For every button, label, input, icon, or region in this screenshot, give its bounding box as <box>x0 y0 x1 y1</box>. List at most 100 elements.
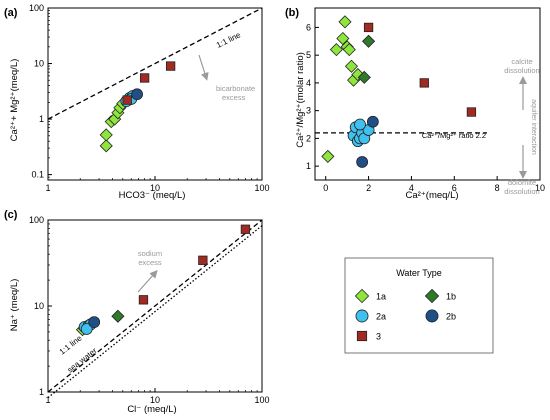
panel-c-point-2b <box>88 316 101 328</box>
panel-a-point-3 <box>122 95 132 105</box>
panel-c-xtick-label: 100 <box>254 395 269 405</box>
panel-a-xtick-label: 10 <box>150 183 160 193</box>
panel-c-ylabel: Na⁺ (meq/L) <box>9 279 20 332</box>
panel-b-ylabel: Ca²⁺/Mg²⁺(molar ratio) <box>295 52 306 148</box>
panel-b-point-1a <box>342 43 356 57</box>
panel-b-xlabel: Ca²⁺(meq/L) <box>405 190 458 201</box>
legend-marker-2a <box>355 309 369 323</box>
panel-b-point-3 <box>419 78 429 88</box>
panel-c-line-label: 1:1 line <box>58 333 84 356</box>
panel-a-point-3 <box>139 73 150 83</box>
panel-b-point-2b <box>366 115 379 128</box>
panel-a-ref-line-0 <box>47 7 263 120</box>
panel-b-point-3 <box>363 22 374 33</box>
legend-items: 1a 1b 2a 2b 3 <box>354 288 456 342</box>
panel-a-ylabel: Ca²⁺+ Mg²⁺(meq/L) <box>9 59 20 142</box>
panel-c-marks <box>47 219 263 399</box>
legend-box <box>344 257 494 354</box>
legend-label-3: 3 <box>376 332 381 342</box>
panel-a-point-1a <box>99 139 113 153</box>
legend-label-1a: 1a <box>376 292 386 302</box>
panel-c: (c) 1 10 100 1 10 100 Cl⁻ (meq/L) Na⁺ (meq/L)… <box>4 209 270 415</box>
panel-b-xtick-label: 2 <box>366 183 371 193</box>
legend-label-1b: 1b <box>446 292 456 302</box>
panel-a-xlabel: HCO3⁻ (meq/L) <box>119 190 186 201</box>
panel-b-point-1b <box>362 34 376 48</box>
panel-a-xtick-label: 1 <box>45 183 50 193</box>
panel-a-point-3 <box>165 61 176 71</box>
panel-c-ytick-label: 100 <box>29 215 44 225</box>
panel-c-excess-arrow <box>137 270 158 293</box>
panel-c-ytick-label: 1 <box>39 387 44 397</box>
legend-title: Water Type <box>396 268 442 278</box>
panel-c-xtick-label: 10 <box>150 395 160 405</box>
panel-b-ytick-label: 4 <box>306 78 311 88</box>
panel-a-xtick-label: 100 <box>254 183 269 193</box>
panel-c-point-3 <box>198 255 208 265</box>
panel-b-point-1a <box>321 149 335 163</box>
panel-c-ref-line-1 <box>47 225 263 399</box>
panel-b-hline-label: Ca²⁺/Mg²⁺ ratio 2.2 <box>422 131 486 140</box>
panel-c-point-3 <box>240 224 251 234</box>
panel-b-marks <box>315 15 487 168</box>
panel-a-annotation-line2: excess <box>222 93 246 102</box>
panel-c-xlabel: Cl⁻ (meq/L) <box>127 404 176 415</box>
panel-a-annotation-line1: bicarbonate <box>216 84 255 93</box>
panel-b-ytick-label: 3 <box>306 106 311 116</box>
panel-b-point-1b <box>357 70 371 84</box>
legend-marker-2b <box>425 309 439 323</box>
panel-a-label: (a) <box>4 7 18 19</box>
panel-b-label: (b) <box>285 7 299 19</box>
panel-c-ytick-label: 10 <box>34 301 44 311</box>
panel-b-ytick-label: 5 <box>306 50 311 60</box>
panel-c-axes: 1 10 100 1 10 100 <box>29 215 270 405</box>
panel-b-point-2b <box>356 156 369 168</box>
panel-a-ytick-label: 1 <box>39 114 44 124</box>
panel-a-excess-arrow <box>198 54 209 81</box>
panel-a-marks <box>47 7 263 153</box>
legend: Water Type 1a 1b 2a 2b 3 <box>344 257 494 354</box>
legend-marker-1b <box>424 288 440 304</box>
panel-b-point-1a <box>338 15 352 29</box>
panel-b-point-1a <box>344 59 358 73</box>
panel-b-xtick-label: 6 <box>452 183 457 193</box>
panel-b-dolomite-line1: dolomite <box>508 178 536 187</box>
panel-a-ytick-label: 100 <box>29 3 44 13</box>
panel-b-point-3 <box>466 107 477 117</box>
panel-a-ytick-label: 0.1 <box>31 170 44 180</box>
panel-c-xtick-label: 1 <box>45 395 50 405</box>
panel-b-point-2a <box>354 118 366 131</box>
panel-c-point-3 <box>138 295 149 305</box>
panel-a-point-2b <box>131 88 143 101</box>
panel-b-xtick-label: 8 <box>495 183 500 193</box>
panel-b-calcite-line1: calcite <box>511 57 532 66</box>
legend-marker-3 <box>356 330 368 342</box>
panel-c-annotation-line1: sodium <box>138 249 162 258</box>
legend-label-2b: 2b <box>446 312 456 322</box>
panel-b-calcite-line2: dissolution <box>504 66 539 75</box>
panel-c-ref-line-0 <box>47 219 263 393</box>
panel-b-dolomite-line2: dissolution <box>504 187 539 196</box>
panel-b-point-1a <box>336 31 350 46</box>
panel-b-aquifer-label: aquifer interaction <box>530 99 537 155</box>
panel-b-frame <box>314 7 541 181</box>
legend-label-2a: 2a <box>376 312 386 322</box>
legend-marker-1a <box>354 288 370 304</box>
panel-c-point-2a <box>80 323 93 335</box>
panel-b-xtick-label: 0 <box>323 183 328 193</box>
panel-b-ytick-label: 2 <box>306 133 311 143</box>
panel-c-annotation-line2: excess <box>138 258 162 267</box>
panel-a-line-label: 1:1 line <box>215 30 243 50</box>
panel-a-ytick-label: 10 <box>34 59 44 69</box>
panel-b-ytick-label: 1 <box>306 161 311 171</box>
panel-b-xtick-label: 10 <box>535 183 545 193</box>
panel-b-point-1a <box>329 43 343 57</box>
panel-b-ytick-label: 6 <box>306 22 311 32</box>
panel-b-xtick-label: 4 <box>409 183 414 193</box>
panel-c-point-1b <box>111 309 125 323</box>
